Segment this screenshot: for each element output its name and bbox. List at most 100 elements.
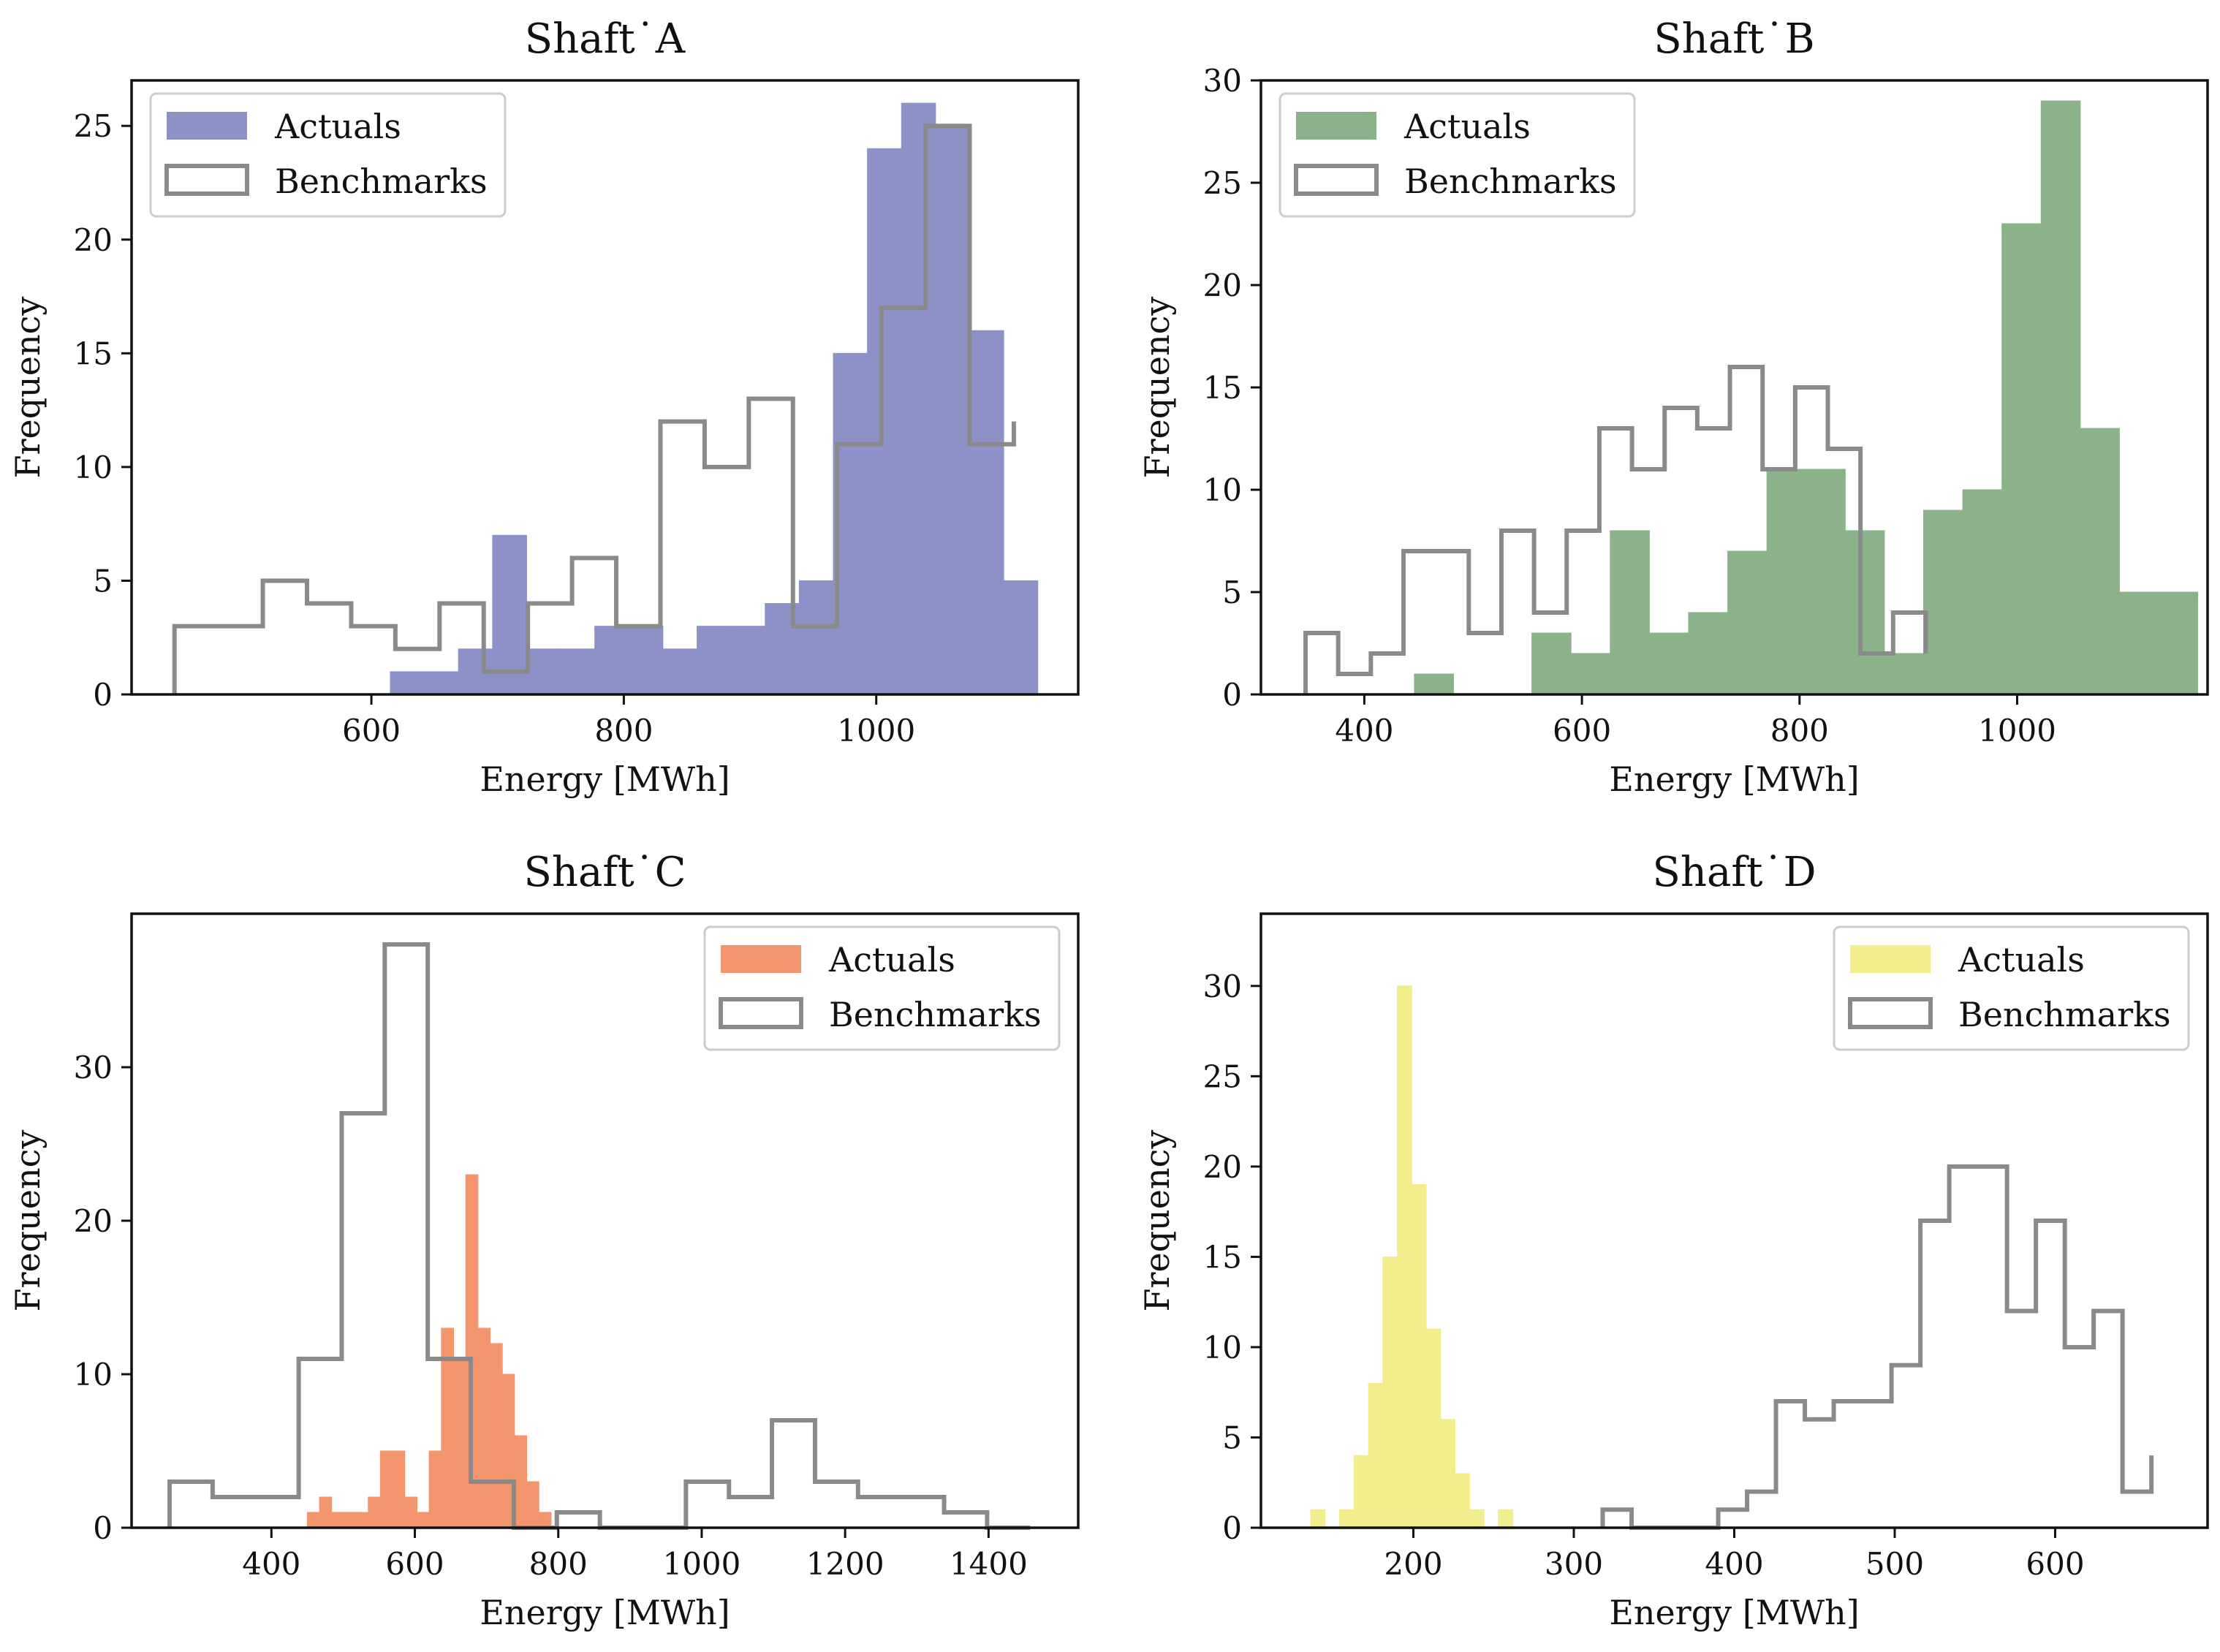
y-tick-label: 20 xyxy=(1203,268,1242,303)
actual-bar xyxy=(1884,653,1925,695)
actuals-bars xyxy=(306,1174,552,1528)
legend-swatch-actuals xyxy=(1296,112,1376,140)
actual-bar xyxy=(730,626,766,695)
y-axis-label: Frequency xyxy=(8,297,48,479)
actual-bar xyxy=(2040,100,2081,695)
actuals-bars xyxy=(1414,100,2199,695)
y-tick-label: 30 xyxy=(74,1050,113,1085)
x-tick-label: 800 xyxy=(1770,713,1829,749)
actual-bar xyxy=(1469,1509,1485,1528)
actual-bar xyxy=(1844,530,1885,695)
chart-title: Shaft˙A xyxy=(525,15,686,63)
x-axis-label: Energy [MWh] xyxy=(480,759,730,799)
actual-bar xyxy=(379,1450,393,1528)
actual-bar xyxy=(514,1435,528,1528)
actual-bar xyxy=(2118,591,2159,695)
legend-swatch-benchmarks xyxy=(1294,164,1379,196)
actual-bar xyxy=(1727,550,1768,695)
y-tick-label: 0 xyxy=(1222,1510,1242,1546)
actual-bar xyxy=(1411,1184,1427,1528)
actual-bar xyxy=(526,648,561,695)
panel-shaft-c: 400 600 800 1000 1200 1400 0 10 20 30 Shaft˙C Energ… xyxy=(8,849,1080,1632)
legend-swatch-actuals xyxy=(1850,945,1931,973)
legend-label-benchmarks: Benchmarks xyxy=(275,162,488,201)
x-tick-label: 1200 xyxy=(806,1546,884,1582)
actual-bar xyxy=(935,125,971,695)
actual-bar xyxy=(368,1496,381,1528)
x-tick-label: 600 xyxy=(2026,1546,2084,1582)
actual-bar xyxy=(2001,223,2042,695)
actual-bar xyxy=(477,1327,491,1528)
actual-bar xyxy=(1648,632,1689,695)
actual-bar xyxy=(452,1358,466,1528)
actual-bar xyxy=(416,1512,430,1528)
y-tick-label: 0 xyxy=(93,1510,113,1546)
actual-bar xyxy=(1498,1509,1514,1528)
y-tick-label: 20 xyxy=(74,222,113,258)
benchmarks-step-line xyxy=(172,124,1016,694)
x-tick-label: 300 xyxy=(1545,1546,1603,1582)
legend: Actuals Benchmarks xyxy=(1278,92,1636,218)
actual-bar xyxy=(662,648,698,695)
legend-label-benchmarks: Benchmarks xyxy=(1404,162,1617,201)
y-tick-label: 20 xyxy=(74,1203,113,1239)
y-tick-label: 10 xyxy=(74,1357,113,1393)
chart-title: Shaft˙B xyxy=(1653,15,1814,63)
legend-label-benchmarks: Benchmarks xyxy=(1958,995,2171,1034)
actual-bar xyxy=(1353,1455,1369,1528)
actual-bar xyxy=(697,626,732,695)
legend-label-actuals: Actuals xyxy=(828,940,955,980)
x-axis-label: Energy [MWh] xyxy=(1609,759,1859,799)
benchmarks-step-line xyxy=(167,942,1031,1530)
actual-bar xyxy=(538,1512,552,1528)
legend: Actuals Benchmarks xyxy=(149,92,507,218)
x-tick-label: 800 xyxy=(594,713,653,749)
x-tick-label: 1000 xyxy=(1978,713,2056,749)
panel-shaft-b: 400 600 800 1000 0 5 10 15 20 25 30 Shaft˙B Energy [… xyxy=(1137,15,2209,799)
actual-bar xyxy=(428,1450,442,1528)
legend-label-actuals: Actuals xyxy=(1958,940,2085,980)
legend-label-actuals: Actuals xyxy=(274,107,401,146)
axes-frame xyxy=(130,79,1080,696)
y-tick-label: 5 xyxy=(1222,575,1242,610)
actual-bar xyxy=(594,626,629,695)
actual-bar xyxy=(2158,591,2199,695)
legend-swatch-benchmarks xyxy=(164,164,249,196)
y-tick-label: 30 xyxy=(1203,63,1242,99)
actual-bar xyxy=(490,1343,503,1528)
y-tick-label: 15 xyxy=(1203,370,1242,406)
y-tick-label: 30 xyxy=(1203,969,1242,1004)
y-tick-label: 10 xyxy=(1203,1330,1242,1365)
chart-title: Shaft˙C xyxy=(524,849,686,896)
actual-bar xyxy=(404,1496,417,1528)
y-tick-label: 5 xyxy=(1222,1420,1242,1455)
legend-label-benchmarks: Benchmarks xyxy=(829,995,1042,1034)
actual-bar xyxy=(1368,1382,1384,1528)
benchmarks-step-line xyxy=(1303,365,1928,694)
actual-bar xyxy=(424,671,459,695)
x-tick-label: 600 xyxy=(1553,713,1611,749)
actual-bar xyxy=(390,671,425,695)
actual-bar xyxy=(306,1512,320,1528)
actual-bar xyxy=(1397,985,1412,1528)
actual-bar xyxy=(901,102,936,695)
actual-bar xyxy=(867,148,902,695)
x-tick-label: 1000 xyxy=(662,1546,740,1582)
actual-bar xyxy=(1962,489,2003,695)
actual-bar xyxy=(560,648,596,695)
actual-bar xyxy=(526,1481,539,1528)
actual-bar xyxy=(1339,1509,1355,1528)
actual-bar xyxy=(2080,428,2120,695)
x-tick-label: 500 xyxy=(1865,1546,1924,1582)
x-tick-label: 200 xyxy=(1384,1546,1442,1582)
x-tick-label: 1400 xyxy=(950,1546,1028,1582)
y-tick-label: 5 xyxy=(93,563,113,599)
legend-swatch-actuals xyxy=(721,945,801,973)
panel-shaft-a: 600 800 1000 0 5 10 15 20 25 Shaft˙A Energy [MWh] F… xyxy=(8,15,1080,799)
legend-swatch-actuals xyxy=(167,112,247,140)
y-tick-label: 25 xyxy=(1203,1058,1242,1094)
y-tick-label: 15 xyxy=(74,336,113,371)
actual-bar xyxy=(1425,1328,1442,1528)
y-tick-label: 10 xyxy=(74,450,113,485)
